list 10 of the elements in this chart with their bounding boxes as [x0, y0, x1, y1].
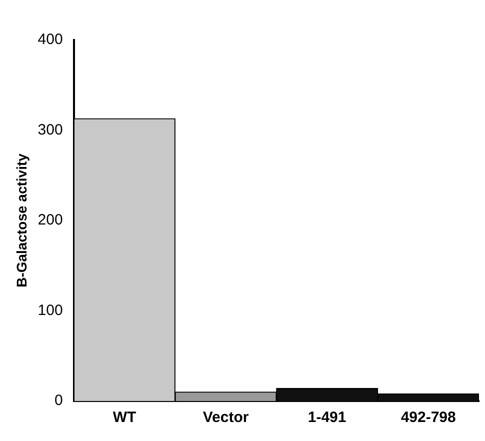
y-axis-title: B-Galactose activity [13, 153, 30, 288]
y-tick-label: 200 [38, 212, 63, 229]
x-tick-label: Vector [202, 409, 249, 426]
x-tick-label: 492-798 [400, 409, 456, 426]
x-tick-label: 1-491 [308, 409, 346, 426]
x-tick-label: WT [112, 409, 136, 426]
y-tick-label: 400 [38, 31, 63, 48]
y-tick-label: 0 [54, 392, 63, 410]
y-tick-label: 300 [38, 121, 63, 138]
y-tick-label: 100 [38, 302, 63, 319]
